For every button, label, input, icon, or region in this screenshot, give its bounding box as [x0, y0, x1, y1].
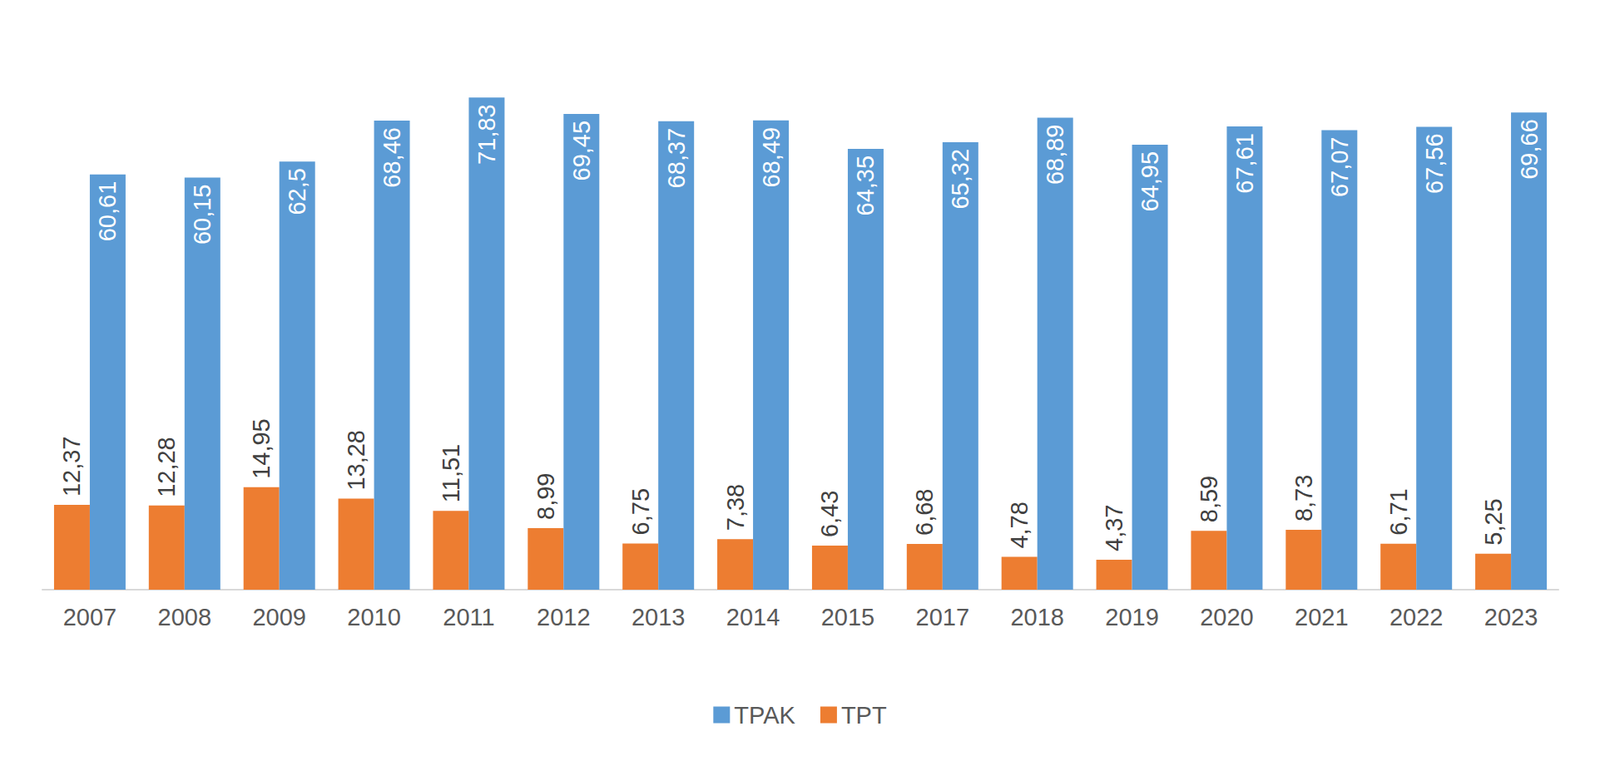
svg-text:64,95: 64,95 — [1136, 151, 1164, 213]
svg-text:2020: 2020 — [1199, 604, 1254, 631]
svg-text:2007: 2007 — [63, 604, 118, 631]
svg-text:67,61: 67,61 — [1231, 133, 1259, 194]
svg-text:2021: 2021 — [1294, 604, 1349, 631]
svg-text:8,99: 8,99 — [532, 472, 560, 520]
svg-text:6,43: 6,43 — [816, 490, 843, 538]
svg-text:8,59: 8,59 — [1195, 475, 1223, 523]
svg-text:68,46: 68,46 — [378, 127, 406, 189]
svg-text:4,78: 4,78 — [1005, 501, 1033, 549]
svg-text:68,49: 68,49 — [757, 127, 785, 189]
svg-text:12,28: 12,28 — [153, 436, 180, 498]
svg-text:2009: 2009 — [252, 604, 307, 631]
svg-text:11,51: 11,51 — [437, 444, 465, 503]
svg-text:2014: 2014 — [726, 604, 781, 631]
svg-text:68,89: 68,89 — [1041, 124, 1069, 186]
svg-text:TPAK: TPAK — [733, 702, 796, 729]
svg-text:12,37: 12,37 — [58, 436, 85, 498]
svg-text:6,71: 6,71 — [1385, 488, 1412, 535]
svg-text:2008: 2008 — [158, 604, 213, 631]
svg-text:2017: 2017 — [916, 604, 971, 631]
svg-text:2022: 2022 — [1389, 604, 1444, 631]
svg-text:6,75: 6,75 — [627, 488, 654, 535]
svg-text:2012: 2012 — [536, 604, 591, 631]
svg-text:2018: 2018 — [1010, 604, 1065, 631]
svg-text:2010: 2010 — [346, 604, 402, 631]
svg-text:67,07: 67,07 — [1326, 137, 1353, 199]
svg-text:6,68: 6,68 — [911, 489, 938, 536]
svg-text:68,37: 68,37 — [663, 128, 690, 189]
svg-text:60,61: 60,61 — [94, 181, 121, 243]
svg-text:67,56: 67,56 — [1421, 133, 1448, 194]
svg-text:69,45: 69,45 — [568, 120, 595, 182]
svg-text:4,37: 4,37 — [1100, 505, 1128, 552]
svg-text:65,32: 65,32 — [946, 148, 974, 210]
svg-text:7,38: 7,38 — [722, 484, 749, 531]
svg-text:64,35: 64,35 — [852, 155, 879, 217]
svg-text:2019: 2019 — [1104, 604, 1160, 631]
svg-text:71,83: 71,83 — [473, 104, 501, 165]
svg-text:5,25: 5,25 — [1480, 498, 1507, 545]
svg-text:13,28: 13,28 — [342, 430, 370, 491]
svg-text:2011: 2011 — [442, 604, 495, 631]
svg-text:14,95: 14,95 — [247, 418, 275, 480]
svg-text:2015: 2015 — [821, 604, 876, 631]
svg-text:69,66: 69,66 — [1515, 118, 1543, 180]
svg-text:8,73: 8,73 — [1290, 475, 1318, 522]
svg-text:TPT: TPT — [841, 702, 887, 729]
svg-text:2023: 2023 — [1484, 604, 1539, 631]
svg-text:60,15: 60,15 — [188, 184, 216, 246]
svg-text:2013: 2013 — [631, 604, 686, 631]
svg-text:62,5: 62,5 — [283, 168, 311, 215]
